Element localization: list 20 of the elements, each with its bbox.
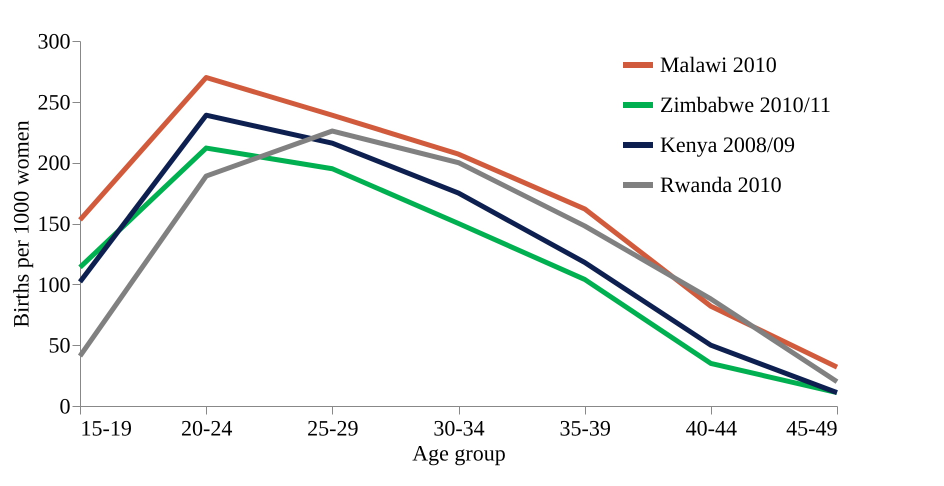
legend-label: Zimbabwe 2010/11: [660, 92, 831, 117]
x-tick-label: 40-44: [686, 416, 737, 440]
y-tick-label: 100: [38, 272, 70, 297]
legend-label: Kenya 2008/09: [660, 132, 796, 157]
y-tick-label: 150: [38, 211, 70, 236]
x-tick-label: 25-29: [307, 416, 358, 440]
y-tick-label: 300: [38, 28, 70, 54]
x-tick-label: 15-19: [80, 416, 132, 440]
x-tick-label: 45-49: [786, 416, 838, 440]
y-tick-label: 0: [60, 394, 70, 418]
x-axis-title: Age group: [412, 440, 506, 466]
y-tick-label: 200: [38, 150, 70, 176]
x-tick-label: 30-34: [433, 416, 485, 440]
x-tick-label: 35-39: [560, 416, 611, 440]
x-tick-label: 20-24: [181, 416, 232, 440]
legend-label: Malawi 2010: [660, 52, 777, 77]
y-tick-label: 50: [48, 332, 70, 358]
legend-label: Rwanda 2010: [660, 172, 782, 197]
y-tick-label: 250: [38, 89, 70, 114]
y-axis-title: Births per 1000 women: [8, 120, 34, 328]
